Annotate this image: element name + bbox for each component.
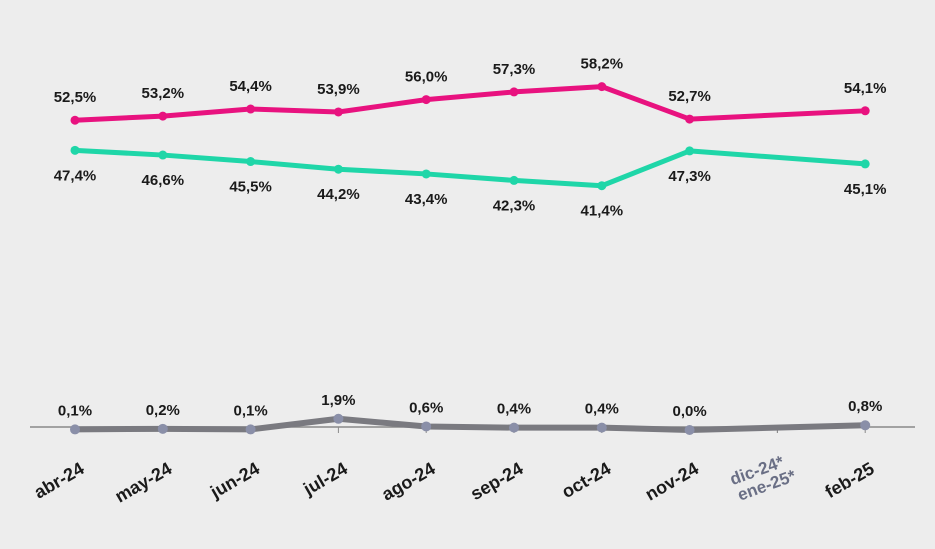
point xyxy=(684,425,695,435)
data-label: 0,2% xyxy=(146,402,180,419)
point xyxy=(246,104,256,114)
point xyxy=(157,423,168,434)
point xyxy=(597,181,607,191)
point xyxy=(246,157,256,167)
data-label: 0,4% xyxy=(497,401,531,418)
point xyxy=(685,146,695,156)
data-label: 56,0% xyxy=(405,69,448,86)
data-label: 58,2% xyxy=(581,56,624,73)
data-label: 57,3% xyxy=(493,61,536,78)
data-label: 52,7% xyxy=(668,88,711,105)
point xyxy=(421,95,431,105)
point xyxy=(509,175,519,185)
point xyxy=(333,413,344,424)
data-label: 43,4% xyxy=(405,191,448,208)
data-label: 0,6% xyxy=(409,399,443,416)
data-label: 47,4% xyxy=(54,167,97,184)
point xyxy=(158,111,168,121)
data-label: 41,4% xyxy=(581,203,624,220)
point xyxy=(421,421,432,432)
point xyxy=(70,145,80,155)
point xyxy=(860,420,871,431)
data-label: 54,1% xyxy=(844,80,887,97)
data-label: 53,9% xyxy=(317,81,360,98)
data-label: 0,8% xyxy=(848,398,882,415)
data-label: 0,0% xyxy=(672,403,706,420)
data-label: 52,5% xyxy=(54,89,97,106)
data-label: 53,2% xyxy=(142,85,185,102)
data-label: 0,1% xyxy=(233,402,267,419)
point xyxy=(245,424,256,435)
data-label: 47,3% xyxy=(668,168,711,185)
point xyxy=(158,150,168,160)
point xyxy=(70,424,80,435)
point xyxy=(333,164,343,174)
data-label: 44,2% xyxy=(317,186,360,203)
point xyxy=(860,106,870,116)
point xyxy=(333,107,343,117)
data-label: 45,1% xyxy=(844,181,887,198)
point xyxy=(597,82,607,92)
data-label: 46,6% xyxy=(142,172,185,189)
data-label: 42,3% xyxy=(493,197,536,214)
data-label: 0,1% xyxy=(58,402,92,419)
point xyxy=(421,169,431,179)
data-label: 54,4% xyxy=(229,78,272,95)
data-label: 45,5% xyxy=(229,179,272,196)
point xyxy=(860,159,870,169)
point xyxy=(596,422,607,433)
point xyxy=(70,115,80,125)
point xyxy=(509,422,519,433)
data-label: 1,9% xyxy=(321,392,355,409)
point xyxy=(509,87,519,97)
data-label: 0,4% xyxy=(585,401,619,418)
point xyxy=(685,114,695,124)
